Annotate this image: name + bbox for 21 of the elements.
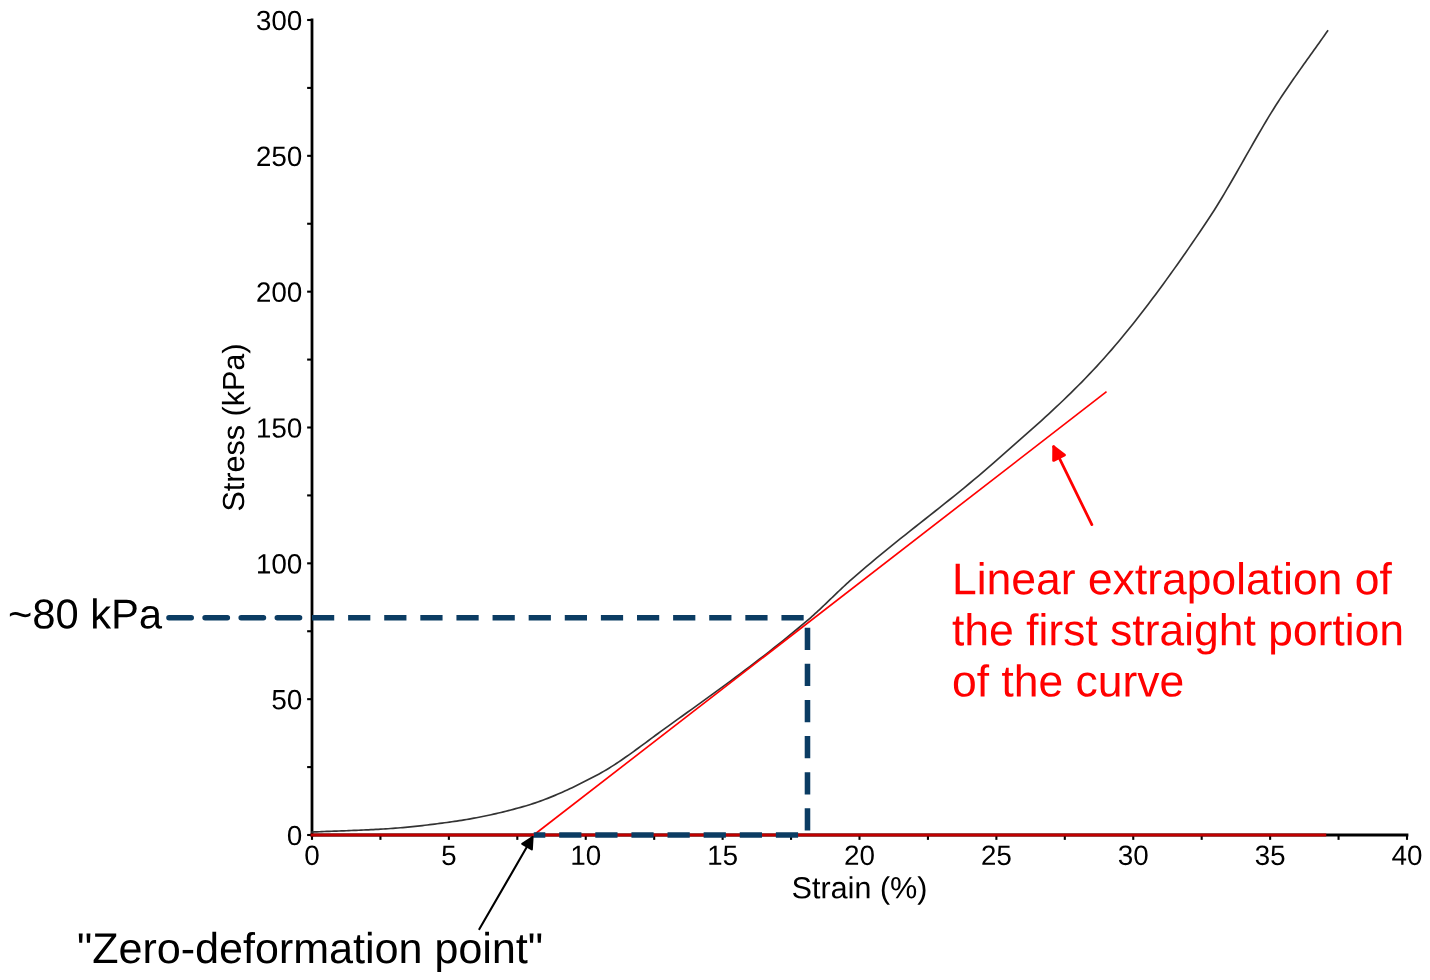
y-tick-label: 0 xyxy=(287,825,302,846)
x-tick-label: 25 xyxy=(982,845,1011,866)
x-tick-label: 20 xyxy=(845,845,874,866)
x-axis-title: Strain (%) xyxy=(792,876,926,905)
x-tick-label: 40 xyxy=(1392,845,1422,866)
x-tick-label: 35 xyxy=(1255,845,1285,866)
y-tick-label: 50 xyxy=(272,689,302,710)
y-tick-label: 200 xyxy=(257,282,302,303)
x-tick-label: 5 xyxy=(442,845,456,866)
y-tick-label: 100 xyxy=(258,554,302,574)
y-tick-label: 150 xyxy=(258,418,302,438)
x-tick-label: 30 xyxy=(1118,845,1148,866)
x-tick-label: 15 xyxy=(709,845,737,866)
y-tick-label: 250 xyxy=(257,146,302,167)
y-tick-label: 300 xyxy=(257,10,302,31)
x-tick-label: 10 xyxy=(572,845,601,866)
annotation: Linear extrapolation of the first straight portion of the curve xyxy=(952,562,1402,697)
y-axis-title: Stress (kPa) xyxy=(221,345,251,511)
text: ~80 kPa xyxy=(9,598,163,629)
x-tick-label: 0 xyxy=(305,845,319,866)
annotation: "Zero-deformation point" xyxy=(78,931,542,972)
